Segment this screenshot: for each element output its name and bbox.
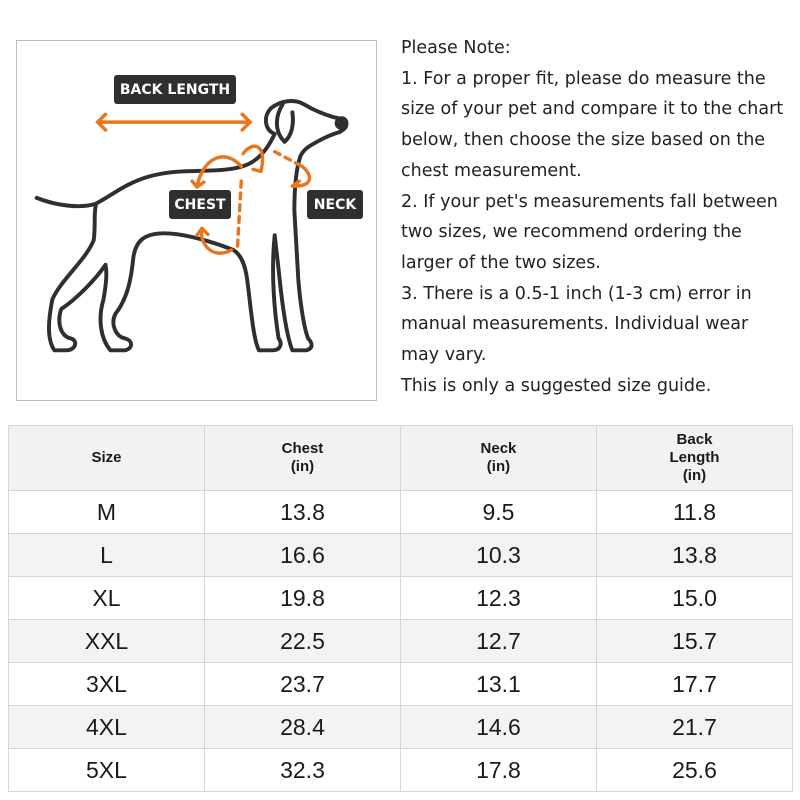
cell-back-length: 15.7: [595, 619, 794, 663]
neck-dashed-line: [272, 149, 304, 169]
note-line: may vary.: [401, 345, 487, 366]
back-length-arrow: [95, 112, 253, 132]
cell-size: M: [8, 490, 205, 534]
cell-size: 3XL: [8, 662, 205, 706]
dog-body-outline: [34, 99, 349, 353]
cell-back-length: 21.7: [595, 705, 794, 749]
cell-size: L: [8, 533, 205, 577]
chest-dashed-line: [235, 179, 243, 252]
note-line: 1. For a proper fit, please do measure t…: [401, 68, 766, 89]
cell-back-length: 17.7: [595, 662, 794, 706]
chest-label: CHEST: [169, 190, 231, 219]
table-row: 3XL 23.7 13.1 17.7: [8, 662, 794, 706]
note-line: chest measurement.: [401, 160, 582, 181]
note-line: below, then choose the size based on the: [401, 130, 766, 151]
column-header-back-length: Back Length (in): [595, 425, 794, 491]
cell-size: 4XL: [8, 705, 205, 749]
table-row: L 16.6 10.3 13.8: [8, 533, 794, 577]
cell-neck: 17.8: [399, 748, 597, 792]
cell-back-length: 11.8: [595, 490, 794, 534]
note-line: Please Note:: [401, 38, 511, 58]
header-text: Size: [91, 449, 122, 466]
cell-neck: 12.7: [399, 619, 597, 663]
header-text: (in): [290, 458, 315, 475]
note-line: manual measurements. Individual wear: [401, 314, 749, 335]
cell-size: 5XL: [8, 748, 205, 792]
note-line: 2. If your pet's measurements fall betwe…: [401, 191, 778, 212]
cell-neck: 13.1: [399, 662, 597, 706]
cell-chest: 32.3: [203, 748, 401, 792]
header-text: Back: [676, 431, 713, 448]
header-text: Chest: [281, 440, 324, 457]
dog-outline-illustration: [34, 99, 349, 353]
dog-ear: [274, 102, 295, 144]
cell-back-length: 25.6: [595, 748, 794, 792]
cell-chest: 16.6: [203, 533, 401, 577]
cell-back-length: 15.0: [595, 576, 794, 620]
table-row: M 13.8 9.5 11.8: [8, 490, 794, 534]
cell-neck: 9.5: [399, 490, 597, 534]
note-line: size of your pet and compare it to the c…: [401, 99, 784, 120]
cell-size: XXL: [8, 619, 205, 663]
table-header-row: Size Chest (in) Neck (in) Back Length (in): [8, 425, 794, 491]
neck-label: NECK: [307, 190, 363, 219]
cell-size: XL: [8, 576, 205, 620]
chest-arrow: [190, 155, 243, 189]
size-table: Size Chest (in) Neck (in) Back Length (in) M 13.…: [8, 425, 794, 792]
header-text: (in): [682, 467, 707, 484]
cell-chest: 19.8: [203, 576, 401, 620]
column-header-neck: Neck (in): [399, 425, 597, 491]
cell-neck: 10.3: [399, 533, 597, 577]
cell-chest: 22.5: [203, 619, 401, 663]
column-header-size: Size: [8, 425, 205, 491]
table-row: 4XL 28.4 14.6 21.7: [8, 705, 794, 749]
cell-chest: 13.8: [203, 490, 401, 534]
note-line: larger of the two sizes.: [401, 252, 601, 273]
back-length-label: BACK LENGTH: [114, 75, 236, 104]
dog-nose: [334, 116, 349, 131]
table-row: XXL 22.5 12.7 15.7: [8, 619, 794, 663]
cell-neck: 14.6: [399, 705, 597, 749]
cell-back-length: 13.8: [595, 533, 794, 577]
cell-neck: 12.3: [399, 576, 597, 620]
shoulder-arrow: [241, 144, 265, 174]
cell-chest: 28.4: [203, 705, 401, 749]
header-text: Length: [669, 449, 720, 466]
note-line: This is only a suggested size guide.: [401, 375, 712, 396]
column-header-chest: Chest (in): [203, 425, 401, 491]
cell-chest: 23.7: [203, 662, 401, 706]
chest-arrow-lower: [195, 226, 234, 255]
header-text: Neck: [480, 440, 517, 457]
note-line: two sizes, we recommend ordering the: [401, 222, 742, 243]
note-line: 3. There is a 0.5-1 inch (1-3 cm) error …: [401, 283, 752, 304]
size-notes: Please Note: 1. For a proper fit, please…: [401, 33, 796, 401]
dog-measurement-diagram: BACK LENGTH CHEST NECK: [16, 40, 377, 401]
neck-arrow: [290, 164, 312, 188]
table-row: 5XL 32.3 17.8 25.6: [8, 748, 794, 792]
header-text: (in): [486, 458, 511, 475]
table-row: XL 19.8 12.3 15.0: [8, 576, 794, 620]
